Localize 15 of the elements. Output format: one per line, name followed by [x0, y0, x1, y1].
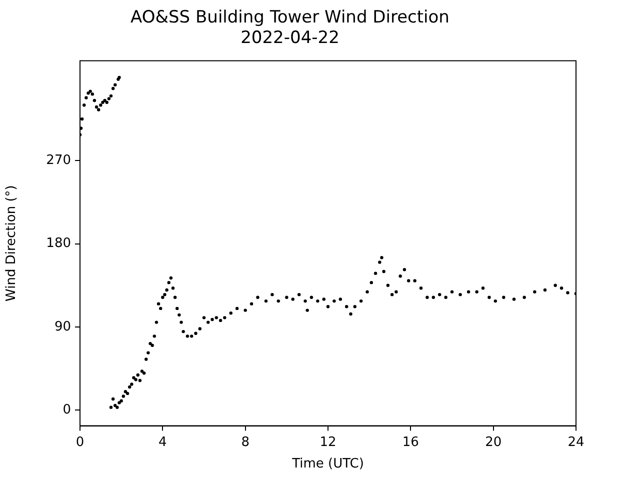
x-tick-label: 12 — [320, 434, 336, 450]
x-axis-title: Time (UTC) — [291, 456, 364, 472]
x-tick-label: 4 — [158, 434, 167, 450]
y-tick-label: 90 — [54, 319, 71, 334]
chart-subtitle: 2022-04-22 — [240, 28, 340, 48]
y-tick-label: 0 — [62, 402, 71, 418]
x-tick-label: 8 — [241, 434, 250, 450]
y-tick-label: 180 — [46, 236, 71, 252]
x-tick-label: 0 — [76, 434, 84, 450]
y-tick-label: 270 — [46, 152, 71, 168]
chart-title: AO&SS Building Tower Wind Direction — [130, 8, 450, 28]
x-tick-label: 24 — [568, 434, 584, 450]
y-axis-title: Wind Direction (°) — [4, 185, 20, 302]
x-tick-label: 20 — [485, 434, 502, 450]
x-tick-label: 16 — [402, 434, 419, 450]
